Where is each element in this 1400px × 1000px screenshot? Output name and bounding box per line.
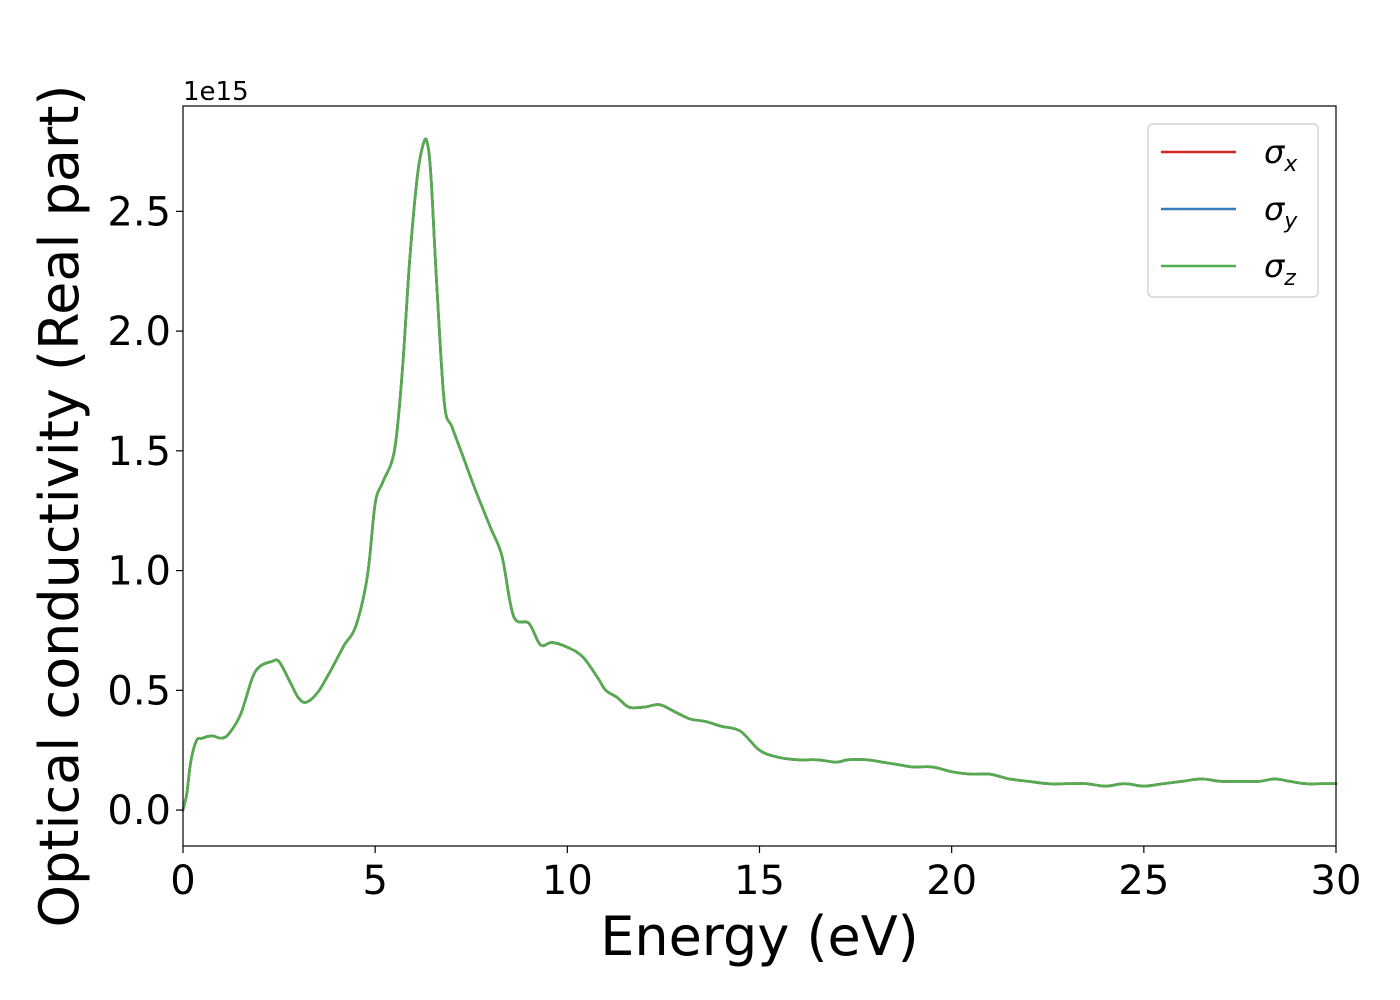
x-tick-label: 25 [1118,858,1169,904]
legend-label-subscript: x [1283,152,1298,177]
y-tick-label: 0.0 [107,788,171,834]
legend-label-x: σx [1264,133,1298,177]
series-line-z [181,137,1338,812]
y-axis-title: Optical conductivity (Real part) [28,85,91,928]
y-tick-label: 2.0 [107,309,171,355]
x-axis-title: Energy (eV) [600,905,919,968]
x-tick-label: 30 [1311,858,1362,904]
legend-label-subscript: z [1283,266,1296,291]
y-tick-label: 1.0 [107,549,171,595]
x-tick-label: 20 [926,858,977,904]
y-tick-label: 2.5 [107,189,171,235]
legend-label-base: σ [1264,247,1286,285]
y-axis-offset-label: 1e15 [183,77,249,107]
plot-lines [181,137,1338,812]
legend-label-y: σy [1264,190,1298,234]
x-axis-ticks: 0 5 10 15 20 25 30 [170,846,1361,904]
y-tick-label: 0.5 [107,668,171,714]
y-axis-ticks: 0.0 0.5 1.0 1.5 2.0 2.5 [107,189,183,834]
legend-label-base: σ [1264,133,1286,171]
legend-label-z: σz [1264,247,1296,291]
x-tick-label: 15 [734,858,785,904]
legend-label-subscript: y [1283,209,1298,234]
legend-box [1147,123,1319,298]
x-tick-label: 5 [362,858,387,904]
x-tick-label: 10 [542,858,593,904]
y-tick-label: 1.5 [107,429,171,475]
legend-label-base: σ [1264,190,1286,228]
x-tick-label: 0 [170,858,195,904]
